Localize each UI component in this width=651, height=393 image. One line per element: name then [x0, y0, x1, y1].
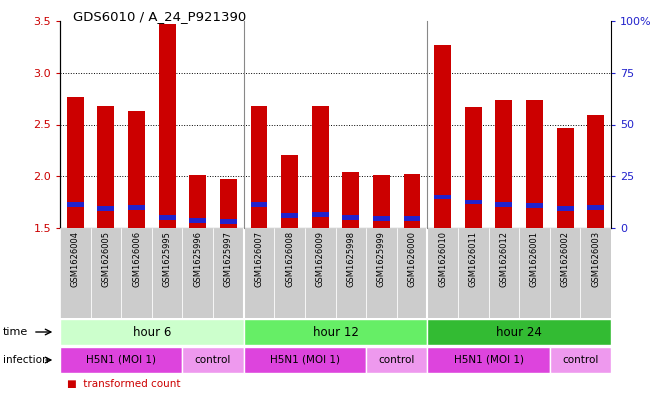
Text: ■  transformed count: ■ transformed count [66, 379, 180, 389]
Bar [220, 179, 237, 228]
Bar [587, 115, 604, 228]
Text: GSM1625995: GSM1625995 [163, 231, 172, 286]
Text: GSM1626000: GSM1626000 [408, 231, 417, 287]
Bar [495, 202, 512, 207]
Text: infection: infection [3, 355, 49, 365]
FancyBboxPatch shape [488, 228, 519, 318]
Bar [312, 212, 329, 217]
Bar [220, 219, 237, 224]
Bar [434, 45, 451, 228]
Bar [67, 202, 84, 207]
Bar [557, 206, 574, 211]
Bar [128, 205, 145, 209]
FancyBboxPatch shape [396, 228, 427, 318]
Text: GSM1626009: GSM1626009 [316, 231, 325, 287]
FancyBboxPatch shape [427, 347, 550, 373]
Text: GSM1625997: GSM1625997 [224, 231, 233, 287]
Text: H5N1 (MOI 1): H5N1 (MOI 1) [86, 355, 156, 365]
Text: GSM1626010: GSM1626010 [438, 231, 447, 287]
Text: GSM1626001: GSM1626001 [530, 231, 539, 287]
Bar [526, 203, 543, 208]
Bar [373, 175, 390, 228]
Text: GSM1626005: GSM1626005 [102, 231, 111, 287]
Bar [465, 107, 482, 228]
Bar [465, 200, 482, 204]
Bar [342, 172, 359, 228]
Text: GSM1626007: GSM1626007 [255, 231, 264, 287]
FancyBboxPatch shape [90, 228, 121, 318]
Text: GSM1626008: GSM1626008 [285, 231, 294, 287]
Bar [281, 213, 298, 218]
Bar [189, 219, 206, 223]
FancyBboxPatch shape [427, 319, 611, 345]
Bar [587, 205, 604, 209]
FancyBboxPatch shape [182, 347, 243, 373]
FancyBboxPatch shape [243, 347, 366, 373]
Text: GSM1625996: GSM1625996 [193, 231, 202, 287]
FancyBboxPatch shape [335, 228, 366, 318]
FancyBboxPatch shape [366, 228, 396, 318]
Text: GSM1626011: GSM1626011 [469, 231, 478, 287]
FancyBboxPatch shape [458, 228, 488, 318]
FancyBboxPatch shape [121, 228, 152, 318]
Bar [434, 195, 451, 199]
FancyBboxPatch shape [366, 347, 427, 373]
Text: time: time [3, 327, 28, 337]
Bar [373, 217, 390, 221]
Bar [98, 106, 115, 228]
Bar [67, 97, 84, 228]
Bar [251, 106, 268, 228]
Text: GDS6010 / A_24_P921390: GDS6010 / A_24_P921390 [73, 10, 246, 23]
Bar [557, 128, 574, 228]
FancyBboxPatch shape [243, 319, 427, 345]
FancyBboxPatch shape [243, 228, 274, 318]
Text: hour 12: hour 12 [312, 325, 359, 338]
Text: control: control [378, 355, 415, 365]
Bar [342, 215, 359, 220]
Bar [159, 215, 176, 220]
Text: GSM1626002: GSM1626002 [561, 231, 570, 287]
Text: GSM1626003: GSM1626003 [591, 231, 600, 287]
FancyBboxPatch shape [60, 319, 243, 345]
Text: control: control [562, 355, 598, 365]
Text: H5N1 (MOI 1): H5N1 (MOI 1) [454, 355, 523, 365]
FancyBboxPatch shape [182, 228, 213, 318]
Bar [404, 174, 421, 228]
FancyBboxPatch shape [581, 228, 611, 318]
Bar [526, 100, 543, 228]
Bar [189, 175, 206, 228]
Text: hour 24: hour 24 [496, 325, 542, 338]
FancyBboxPatch shape [60, 347, 182, 373]
Bar [404, 217, 421, 221]
Bar [251, 202, 268, 207]
Bar [312, 106, 329, 228]
Text: H5N1 (MOI 1): H5N1 (MOI 1) [270, 355, 340, 365]
Text: hour 6: hour 6 [133, 325, 171, 338]
Bar [495, 100, 512, 228]
FancyBboxPatch shape [519, 228, 550, 318]
Text: GSM1625999: GSM1625999 [377, 231, 386, 286]
FancyBboxPatch shape [152, 228, 182, 318]
FancyBboxPatch shape [213, 228, 243, 318]
FancyBboxPatch shape [60, 228, 90, 318]
Text: GSM1626012: GSM1626012 [499, 231, 508, 287]
Text: control: control [195, 355, 231, 365]
FancyBboxPatch shape [427, 228, 458, 318]
FancyBboxPatch shape [550, 347, 611, 373]
FancyBboxPatch shape [550, 228, 581, 318]
Text: GSM1625998: GSM1625998 [346, 231, 355, 287]
Bar [159, 24, 176, 228]
FancyBboxPatch shape [305, 228, 335, 318]
FancyBboxPatch shape [274, 228, 305, 318]
Bar [128, 111, 145, 228]
Bar [281, 154, 298, 228]
Bar [98, 206, 115, 211]
Text: GSM1626006: GSM1626006 [132, 231, 141, 287]
Text: GSM1626004: GSM1626004 [71, 231, 80, 287]
